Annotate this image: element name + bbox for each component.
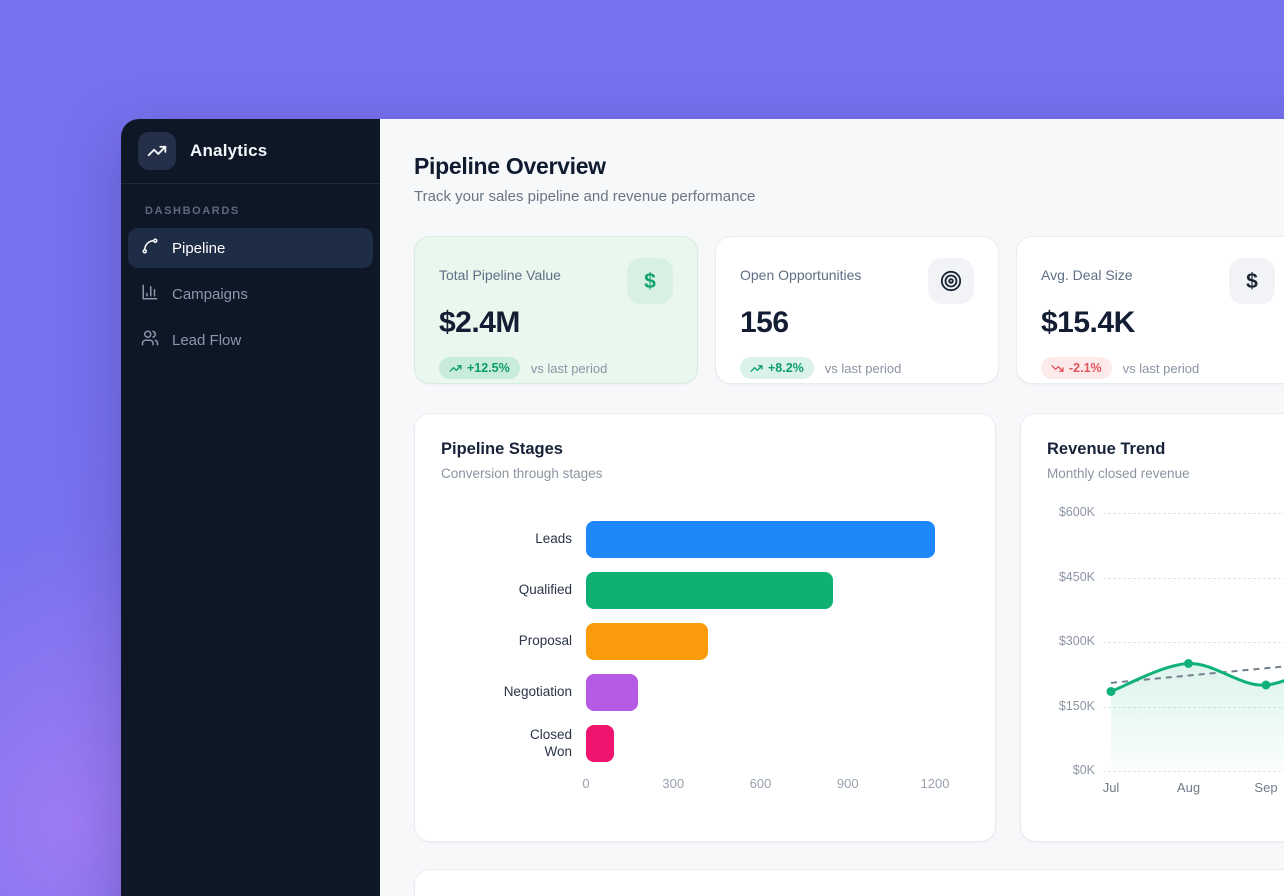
bar-negotiation[interactable]	[586, 674, 639, 711]
sidebar-item-lead-flow[interactable]: Lead Flow	[128, 320, 373, 360]
bar-row: Closed Won	[441, 725, 969, 762]
compare-label: vs last period	[824, 360, 902, 376]
sidebar-item-label: Pipeline	[172, 239, 226, 257]
x-axis-tick: 1200	[920, 776, 950, 791]
bar-proposal[interactable]	[586, 623, 709, 660]
kpi-card-avg-deal-size: Avg. Deal Size $ $15.4K -2.1% vs last pe…	[1016, 236, 1284, 384]
delta-badge: +8.2%	[740, 357, 814, 379]
kpi-label: Avg. Deal Size	[1041, 267, 1133, 283]
sidebar-header: Analytics	[121, 119, 380, 183]
x-axis-tick: 900	[836, 776, 859, 791]
x-axis: 0 300 600 900 1200	[582, 776, 949, 792]
kpi-card-total-pipeline-value: Total Pipeline Value $ $2.4M +12.5% vs l…	[414, 236, 698, 384]
bar-closed-won[interactable]	[586, 725, 614, 762]
bar-track	[586, 725, 969, 762]
revenue-area	[1111, 663, 1284, 771]
revenue-trend-card: Revenue Trend Monthly closed revenue $0K…	[1020, 413, 1284, 842]
x-axis-tick: 300	[662, 776, 685, 791]
x-axis-tick: Sep	[1254, 780, 1278, 795]
y-axis-tick: $600K	[1058, 505, 1095, 519]
y-axis-tick: $450K	[1058, 569, 1095, 584]
sidebar-item-label: Lead Flow	[172, 331, 242, 349]
gridline	[1103, 771, 1284, 772]
pipeline-stages-card: Pipeline Stages Conversion through stage…	[414, 413, 996, 842]
kpi-value: $2.4M	[439, 306, 520, 339]
page-subtitle: Track your sales pipeline and revenue pe…	[414, 188, 756, 205]
kpi-label: Total Pipeline Value	[439, 267, 561, 283]
bar-track	[586, 623, 969, 660]
page-title: Pipeline Overview	[414, 153, 606, 179]
dollar-icon: $	[627, 258, 673, 304]
y-axis-tick: $0K	[1072, 763, 1095, 777]
trending-up-icon	[138, 132, 176, 170]
kpi-card-open-opportunities: Open Opportunities 156 +8.2% vs last per…	[715, 236, 999, 384]
compare-label: vs last period	[1122, 360, 1200, 376]
bar-category-label: Negotiation	[503, 684, 572, 700]
revenue-trend-line-chart: $0K$150K$300K$450K$600KJulAugSepOct	[1047, 497, 1284, 799]
sidebar-nav: Pipeline Campaigns Lead Flow	[121, 228, 380, 360]
sidebar-item-label: Campaigns	[172, 285, 248, 303]
bar-chart-icon	[141, 283, 159, 305]
bar-category-label: Leads	[535, 531, 572, 547]
y-axis-tick: $300K	[1058, 634, 1095, 648]
kpi-row: Total Pipeline Value $ $2.4M +12.5% vs l…	[414, 236, 1284, 384]
sidebar-item-campaigns[interactable]: Campaigns	[128, 274, 373, 314]
bar-row: Proposal	[441, 623, 969, 660]
trending-down-icon	[1051, 364, 1064, 372]
chart-title: Revenue Trend	[1047, 440, 1166, 458]
kpi-value: $15.4K	[1041, 306, 1135, 339]
kpi-value: 156	[740, 306, 789, 339]
bar-row: Qualified	[441, 572, 969, 609]
kpi-label: Open Opportunities	[740, 267, 862, 283]
dollar-icon: $	[1229, 258, 1275, 304]
compare-label: vs last period	[530, 360, 608, 376]
bar-category-label: Qualified	[518, 582, 572, 598]
sidebar-divider	[121, 183, 380, 184]
bottom-card-partial	[414, 869, 1284, 896]
bar-category-label: Closed Won	[529, 726, 572, 759]
trending-up-icon	[449, 364, 462, 372]
users-icon	[141, 329, 159, 351]
target-icon	[928, 258, 974, 304]
gridline	[1103, 513, 1284, 514]
revenue-line	[1109, 661, 1284, 693]
data-point[interactable]	[1106, 686, 1116, 696]
x-axis-tick: Aug	[1176, 780, 1201, 795]
chart-subtitle: Monthly closed revenue	[1047, 466, 1190, 481]
sidebar: Analytics DASHBOARDS Pipeline Campaigns	[121, 119, 380, 896]
sidebar-section-label: DASHBOARDS	[145, 205, 240, 217]
delta-badge: +12.5%	[439, 357, 520, 379]
trend-line	[1110, 665, 1284, 684]
bar-track	[586, 572, 969, 609]
trending-up-icon	[750, 364, 763, 372]
line-plot	[1106, 659, 1284, 771]
bar-qualified[interactable]	[586, 572, 834, 609]
x-axis-tick: Jul	[1102, 780, 1120, 795]
chart-subtitle: Conversion through stages	[441, 466, 603, 481]
gridline	[1103, 642, 1284, 643]
data-point[interactable]	[1184, 659, 1193, 668]
app-title: Analytics	[190, 141, 268, 160]
sidebar-item-pipeline[interactable]: Pipeline	[128, 228, 373, 268]
charts-row: Pipeline Stages Conversion through stage…	[414, 413, 1284, 842]
bar-leads[interactable]	[586, 521, 935, 558]
data-point[interactable]	[1261, 680, 1271, 690]
bar-track	[586, 521, 969, 558]
x-axis-tick: 0	[582, 776, 590, 791]
bar-row: Leads	[441, 521, 969, 558]
app-window: Analytics DASHBOARDS Pipeline Campaigns	[121, 119, 1284, 896]
pipeline-stages-bar-chart: Leads Qualified Proposal Negotiation Closed …	[441, 521, 969, 792]
x-axis-tick: 600	[749, 776, 772, 791]
bar-row: Negotiation	[441, 674, 969, 711]
y-axis-tick: $150K	[1058, 698, 1095, 713]
delta-badge: -2.1%	[1041, 357, 1112, 379]
bar-track	[586, 674, 969, 711]
spline-icon	[141, 237, 159, 259]
main-content: Pipeline Overview Track your sales pipel…	[380, 119, 1284, 896]
gridline	[1103, 577, 1284, 579]
bar-category-label: Proposal	[518, 633, 572, 649]
chart-title: Pipeline Stages	[441, 440, 563, 458]
